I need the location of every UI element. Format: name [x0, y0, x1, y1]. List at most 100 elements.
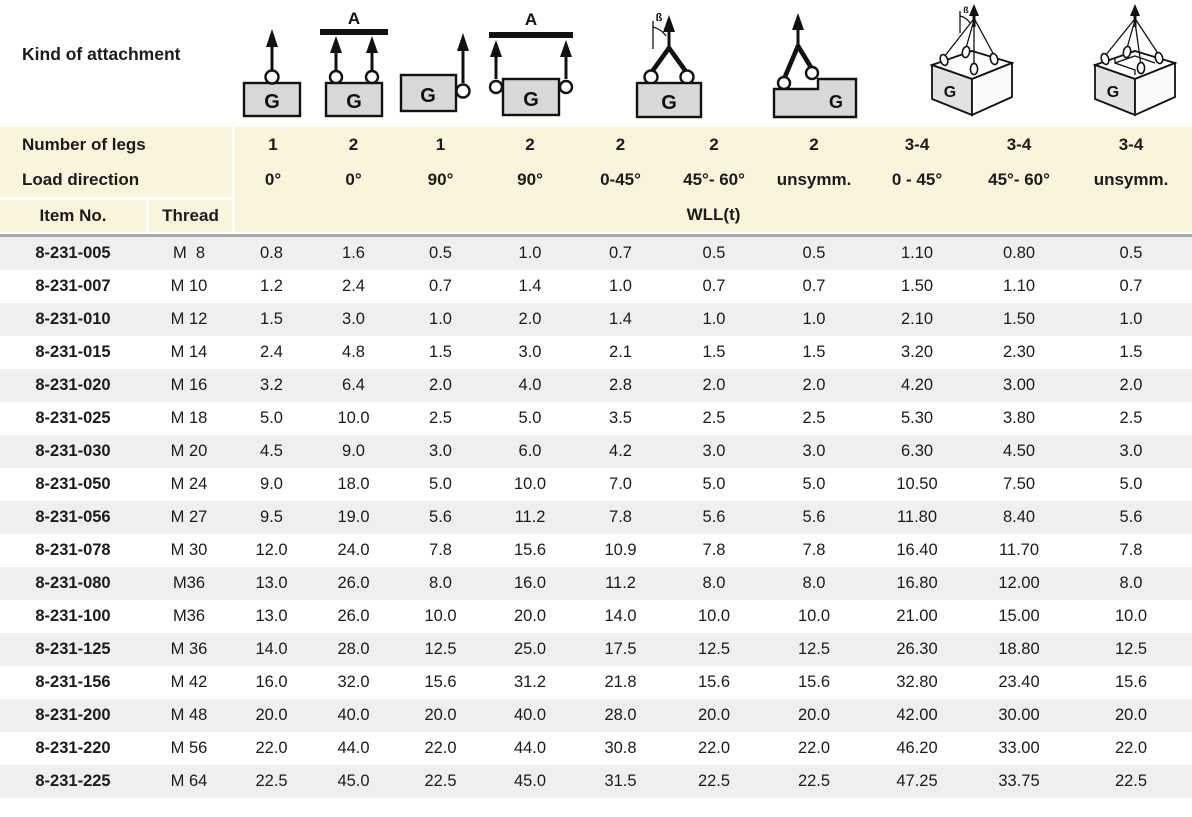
wll-value-cell: 2.0 — [396, 369, 486, 402]
wll-header: WLL(t) — [232, 197, 1192, 232]
wll-value-cell: 1.4 — [575, 303, 667, 336]
wll-value-cell: 10.0 — [485, 468, 576, 501]
wll-value-cell: 9.0 — [311, 435, 397, 468]
wll-value-cell: 0.5 — [762, 237, 867, 270]
wll-value-cell: 22.0 — [1070, 732, 1192, 765]
wll-value-cell: 13.0 — [232, 567, 312, 600]
thread-cell: M 30 — [146, 534, 233, 567]
wll-value-cell: 7.8 — [575, 501, 667, 534]
wll-value-cell: 28.0 — [575, 699, 667, 732]
thread-cell: M 56 — [146, 732, 233, 765]
wll-value-cell: 4.20 — [866, 369, 969, 402]
wll-value-cell: 0.7 — [666, 270, 763, 303]
wll-value-cell: 3.0 — [1070, 435, 1192, 468]
wll-value-cell: 31.2 — [485, 666, 576, 699]
item-no-cell: 8-231-125 — [0, 633, 146, 666]
wll-value-cell: 1.0 — [1070, 303, 1192, 336]
wll-value-cell: 5.0 — [1070, 468, 1192, 501]
wll-value-cell: 44.0 — [485, 732, 576, 765]
item-no-cell: 8-231-100 — [0, 600, 146, 633]
wll-value-cell: 22.5 — [1070, 765, 1192, 798]
wll-value-cell: 8.0 — [1070, 567, 1192, 600]
legs-value: 3-4 — [866, 127, 969, 162]
wll-value-cell: 5.30 — [866, 402, 969, 435]
wll-value-cell: 22.0 — [232, 732, 312, 765]
wll-value-cell: 18.80 — [968, 633, 1071, 666]
separator-white — [0, 232, 1192, 234]
wll-value-cell: 22.5 — [666, 765, 763, 798]
wll-value-cell: 11.2 — [575, 567, 667, 600]
wll-value-cell: 9.0 — [232, 468, 312, 501]
thread-cell: M 18 — [146, 402, 233, 435]
wll-value-cell: 0.5 — [666, 237, 763, 270]
table-row: 8-231-030 M 20 4.5 9.0 3.0 6.0 4.2 3.0 3.0 6.30 4.… — [0, 435, 1192, 468]
wll-value-cell: 2.5 — [666, 402, 763, 435]
wll-value-cell: 9.5 — [232, 501, 312, 534]
wll-value-cell: 20.0 — [666, 699, 763, 732]
wll-value-cell: 0.7 — [396, 270, 486, 303]
wll-value-cell: 16.40 — [866, 534, 969, 567]
attachment-2leg-angle-icon: ß G — [635, 12, 702, 119]
wll-value-cell: 15.6 — [762, 666, 867, 699]
wll-value-cell: 15.00 — [968, 600, 1071, 633]
diagram-1leg-90deg: G — [396, 0, 486, 127]
wll-value-cell: 15.6 — [666, 666, 763, 699]
wll-value-cell: 1.0 — [396, 303, 486, 336]
table-row: 8-231-125 M 36 14.0 28.0 12.5 25.0 17.5 12.5 12.… — [0, 633, 1192, 666]
legs-value: 2 — [762, 127, 867, 162]
wll-value-cell: 42.00 — [866, 699, 969, 732]
table-row: 8-231-225 M 64 22.5 45.0 22.5 45.0 31.5 22.5 22.… — [0, 765, 1192, 798]
thread-cell: M 36 — [146, 633, 233, 666]
wll-value-cell: 11.70 — [968, 534, 1071, 567]
wll-value-cell: 26.30 — [866, 633, 969, 666]
wll-value-cell: 17.5 — [575, 633, 667, 666]
svg-text:G: G — [264, 91, 280, 113]
wll-value-cell: 2.8 — [575, 369, 667, 402]
wll-value-cell: 2.10 — [866, 303, 969, 336]
legs-value: 2 — [311, 127, 397, 162]
attachment-2leg-90deg-icon: A G — [488, 10, 574, 117]
wll-value-cell: 3.00 — [968, 369, 1071, 402]
wll-value-cell: 1.0 — [666, 303, 763, 336]
wll-value-cell: 3.0 — [666, 435, 763, 468]
wll-value-cell: 16.0 — [485, 567, 576, 600]
wll-value-cell: 3.80 — [968, 402, 1071, 435]
wll-value-cell: 19.0 — [311, 501, 397, 534]
diagram-2leg-angle: ß G — [575, 0, 763, 127]
wll-value-cell: 4.5 — [232, 435, 312, 468]
load-direction-value: 0° — [311, 162, 397, 197]
wll-value-cell: 2.0 — [762, 369, 867, 402]
thread-cell: M36 — [146, 600, 233, 633]
wll-value-cell: 2.4 — [311, 270, 397, 303]
attachment-2leg-0deg-icon: A G — [319, 9, 388, 118]
load-direction-label: Load direction — [0, 162, 233, 197]
wll-value-cell: 12.0 — [232, 534, 312, 567]
wll-value-cell: 5.0 — [762, 468, 867, 501]
table-row: 8-231-080 M36 13.0 26.0 8.0 16.0 11.2 8.0 8.0 16.… — [0, 567, 1192, 600]
wll-value-cell: 1.10 — [968, 270, 1071, 303]
legs-value: 2 — [485, 127, 576, 162]
kind-of-attachment-row: Kind of attachment G A G — [0, 0, 1192, 127]
wll-value-cell: 0.5 — [1070, 237, 1192, 270]
table-row: 8-231-220 M 56 22.0 44.0 22.0 44.0 30.8 22.0 22.… — [0, 732, 1192, 765]
wll-value-cell: 3.0 — [311, 303, 397, 336]
wll-value-cell: 1.10 — [866, 237, 969, 270]
table-row: 8-231-010 M 12 1.5 3.0 1.0 2.0 1.4 1.0 1.0 2.10 1.… — [0, 303, 1192, 336]
wll-value-cell: 44.0 — [311, 732, 397, 765]
diagram-1leg-0deg: G — [232, 0, 312, 127]
thread-header: Thread — [146, 197, 233, 232]
svg-text:G: G — [1107, 84, 1119, 101]
load-direction-value: unsymm. — [1070, 162, 1192, 197]
wll-value-cell: 24.0 — [311, 534, 397, 567]
wll-value-cell: 4.8 — [311, 336, 397, 369]
diagram-34leg-unsymm: G — [1070, 0, 1192, 127]
svg-text:G: G — [420, 85, 436, 107]
thread-cell: M 14 — [146, 336, 233, 369]
thread-cell: M 27 — [146, 501, 233, 534]
svg-text:A: A — [347, 9, 359, 28]
wll-value-cell: 15.6 — [396, 666, 486, 699]
wll-value-cell: 3.0 — [762, 435, 867, 468]
table-row: 8-231-156 M 42 16.0 32.0 15.6 31.2 21.8 15.6 15.… — [0, 666, 1192, 699]
load-direction-value: 90° — [396, 162, 486, 197]
